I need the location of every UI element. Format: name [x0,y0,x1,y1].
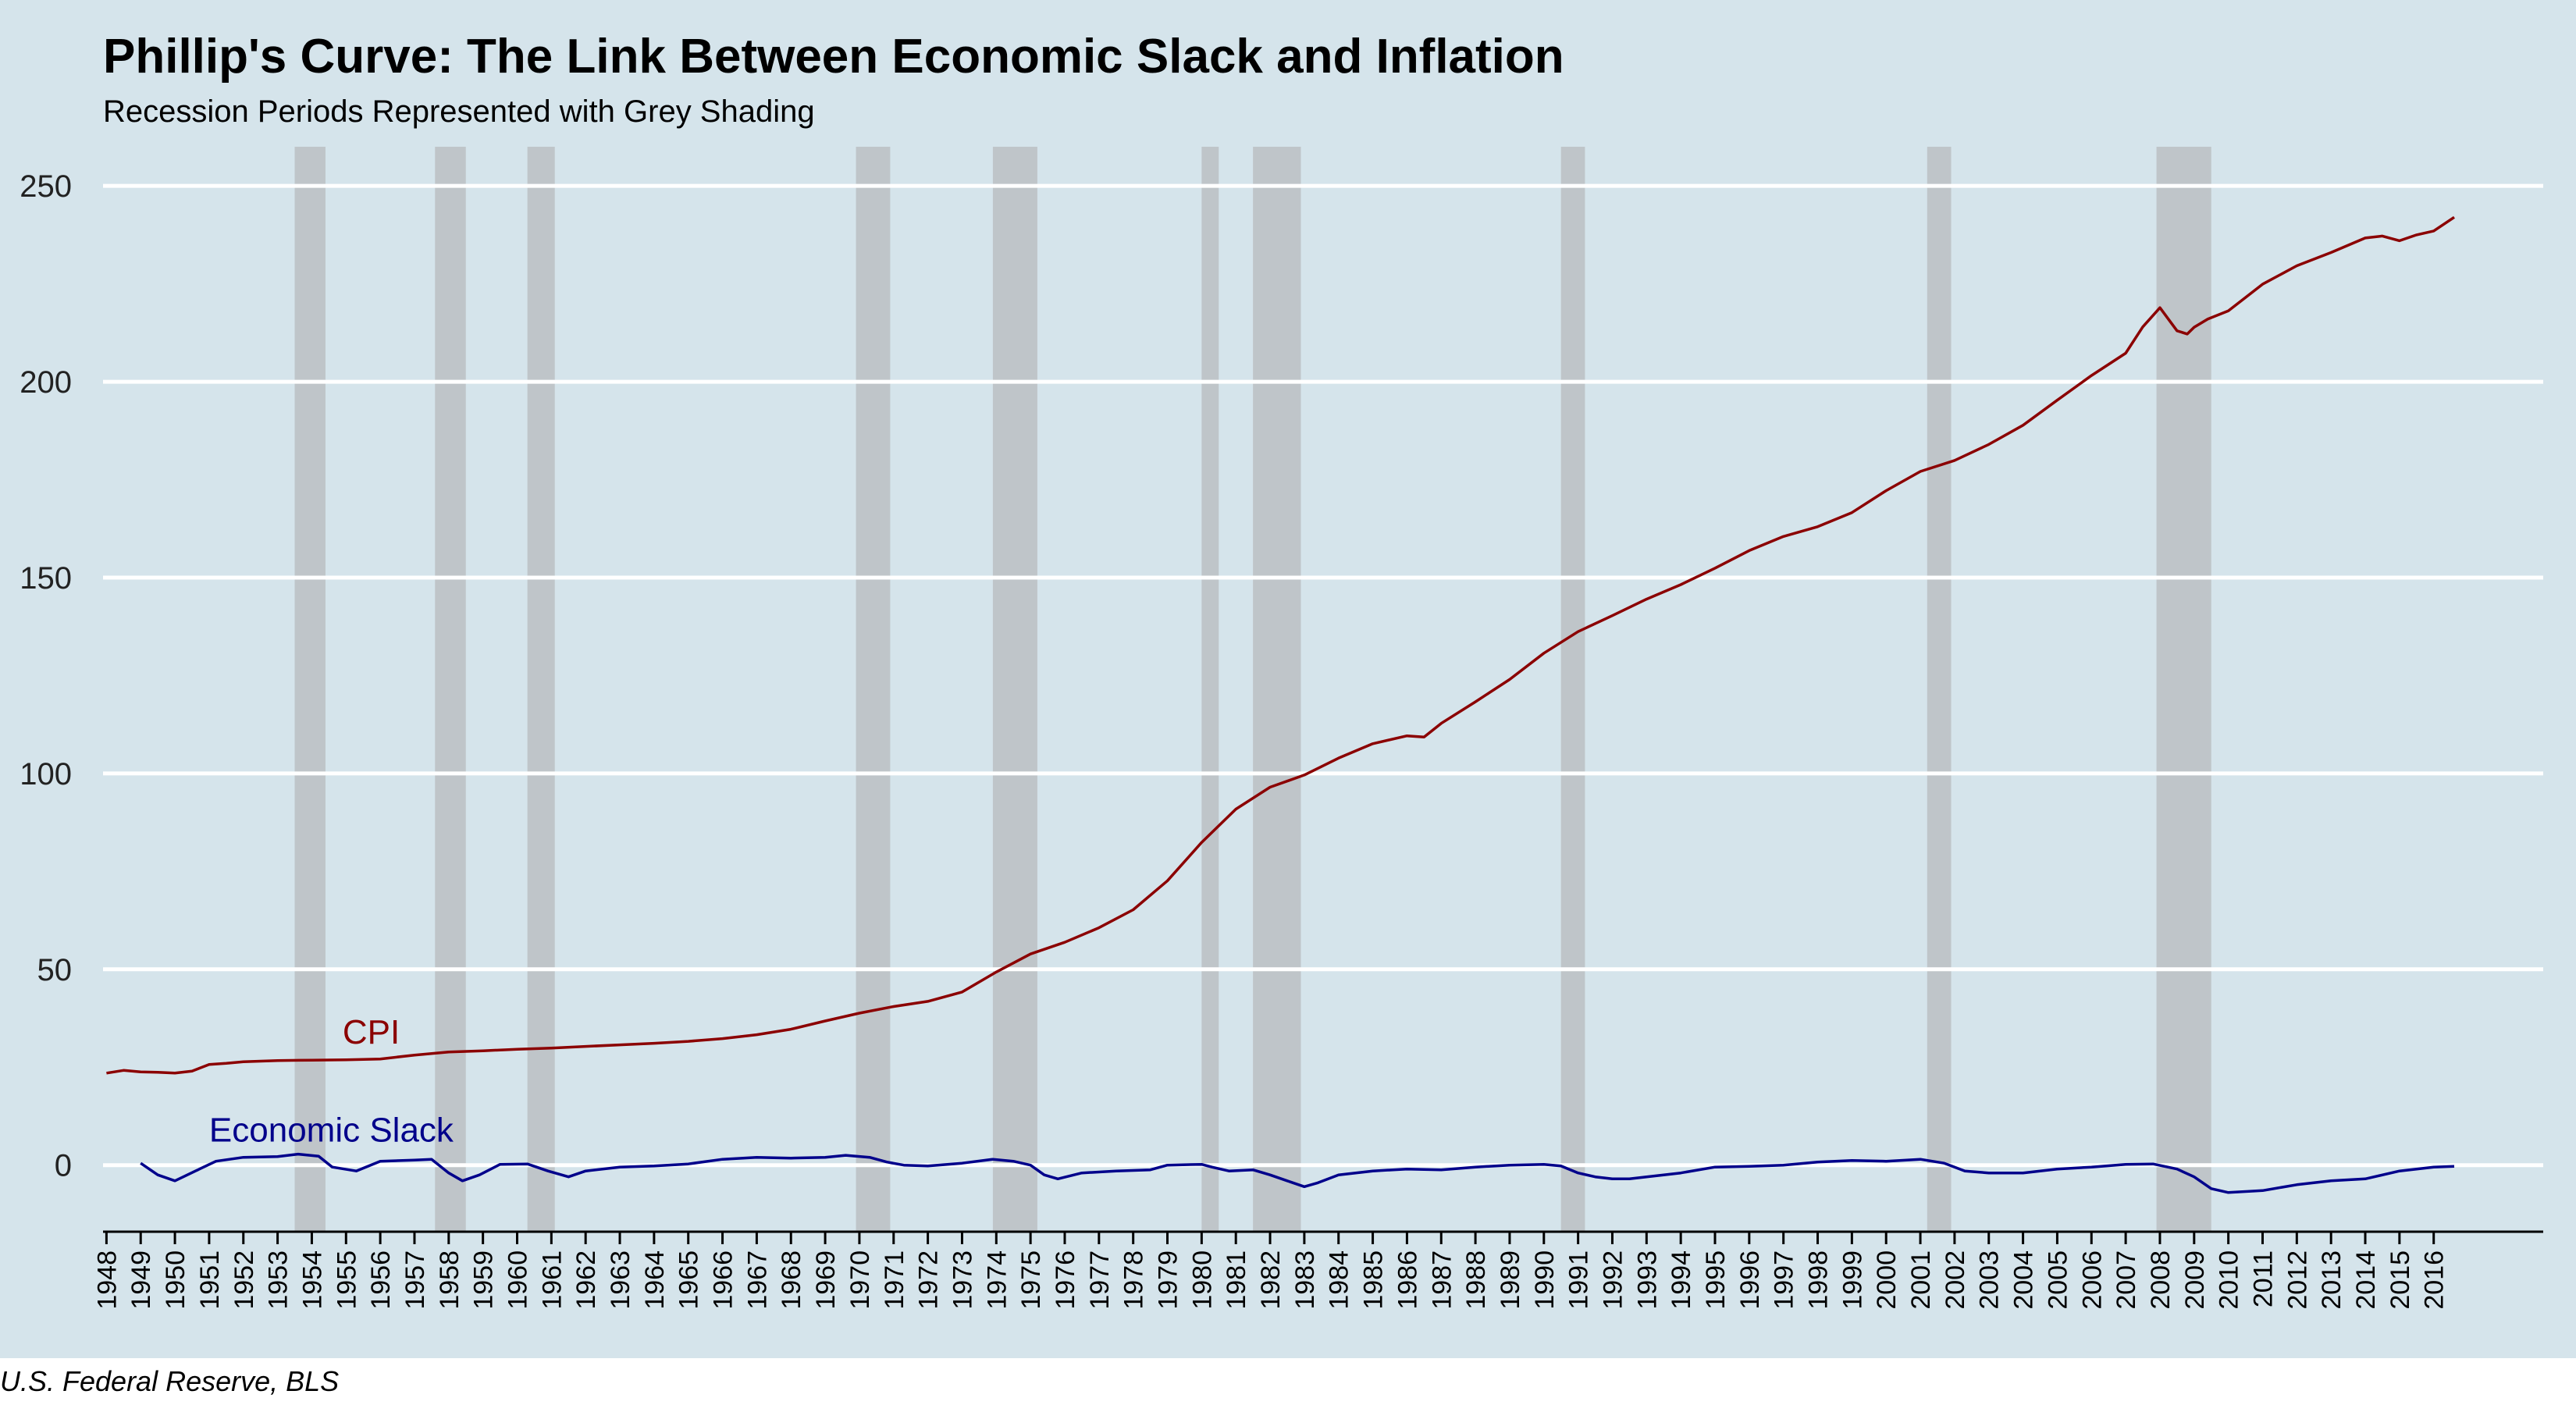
x-tick-label: 2014 [2351,1250,2381,1310]
x-tick-label: 1971 [880,1250,909,1310]
x-tick-label: 1963 [606,1250,635,1310]
x-tick-label: 2008 [2146,1250,2176,1310]
x-tick-label: 2012 [2282,1250,2312,1310]
x-tick-label: 2015 [2386,1250,2415,1310]
x-tick-label: 1987 [1427,1250,1457,1310]
x-tick-label: 1972 [914,1250,944,1310]
x-tick-label: 1975 [1016,1250,1046,1310]
x-tick-label: 1961 [537,1250,567,1310]
x-tick-label: 1955 [332,1250,361,1310]
y-tick-label: 250 [20,169,72,204]
series-line [140,1152,2455,1194]
x-tick-label: 1978 [1119,1250,1149,1310]
x-tick-label: 1950 [161,1250,190,1310]
x-tick-label: 1982 [1256,1250,1286,1310]
x-tick-label: 1997 [1770,1250,1799,1310]
x-tick-label: 1989 [1496,1250,1525,1310]
x-tick-label: 1968 [777,1250,806,1310]
x-tick-label: 2005 [2043,1250,2073,1310]
x-tick-label: 2006 [2077,1250,2107,1310]
x-tick-label: 1991 [1564,1250,1594,1310]
recession-band [1201,147,1219,1232]
x-tick-label: 2011 [2248,1250,2278,1307]
x-tick-labels: 1948 1949 1950 1951 1952 1953 1954 1955 1956 1957… [92,1250,2449,1310]
recession-band [294,147,326,1232]
x-tick-label: 1951 [195,1250,225,1310]
x-tick-label: 1967 [742,1250,772,1310]
y-tick-label: 150 [20,561,72,596]
recession-band [527,147,555,1232]
x-tick-label: 1959 [469,1250,499,1310]
x-tick-label: 2016 [2420,1250,2450,1310]
x-tick-label: 1995 [1701,1250,1731,1310]
y-tick-label: 50 [37,953,73,987]
source-caption: U.S. Federal Reserve, BLS [0,1365,339,1397]
series-line [106,215,2455,1075]
x-tick-label: 2010 [2215,1250,2244,1310]
x-tick-label: 1970 [845,1250,875,1310]
x-tick-label: 2003 [1975,1250,2005,1310]
x-tick-label: 1986 [1393,1250,1422,1310]
x-tick-label: 1988 [1461,1250,1491,1310]
x-tick-label: 1953 [264,1250,294,1310]
x-tick-label: 1966 [709,1250,738,1310]
x-tick-label: 1957 [400,1250,430,1310]
series-lines [106,215,2455,1194]
x-tick-label: 1980 [1187,1250,1217,1310]
series-labels: CPI Economic Slack [209,1013,454,1149]
x-tick-label: 1956 [366,1250,396,1310]
x-tick-label: 2004 [2009,1250,2039,1310]
y-tick-label: 100 [20,757,72,791]
x-tick-label: 1969 [811,1250,841,1310]
y-tick-label: 200 [20,365,72,400]
x-tick-label: 1965 [674,1250,704,1310]
x-tick-label: 1949 [126,1250,156,1310]
x-tick-label: 1964 [640,1250,670,1310]
x-tick-label: 1958 [435,1250,464,1310]
x-tick-label: 2001 [1906,1250,1936,1310]
recession-shading [294,147,2211,1232]
recession-band [1927,147,1952,1232]
recession-band [435,147,466,1232]
recession-band [1253,147,1301,1232]
x-tick-label: 1993 [1632,1250,1662,1310]
x-tick-label: 1948 [92,1250,122,1310]
x-tick-label: 1974 [982,1250,1012,1310]
x-tick-label: 1981 [1222,1250,1251,1310]
x-tick-label: 1999 [1838,1250,1867,1310]
x-tick-label: 1952 [229,1250,259,1310]
y-tick-labels: 0 50 100 150 200 250 [20,169,72,1183]
x-tick-label: 1985 [1359,1250,1389,1310]
x-tick-label: 1960 [503,1250,532,1310]
x-tick-label: 1996 [1735,1250,1765,1310]
x-tick-label: 1990 [1530,1250,1560,1310]
x-tick-label: 1954 [297,1250,327,1310]
x-tick-label: 1976 [1051,1250,1080,1310]
recession-band [2156,147,2211,1232]
x-tick-label: 2009 [2180,1250,2210,1310]
recession-band [992,147,1037,1232]
y-tick-label: 0 [55,1149,72,1183]
x-tick-label: 1962 [571,1250,601,1310]
x-tick-label: 1984 [1325,1250,1354,1310]
series-label: Economic Slack [209,1112,454,1150]
x-tick-label: 2000 [1872,1250,1902,1310]
chart-subtitle: Recession Periods Represented with Grey … [103,94,815,129]
x-tick-label: 2013 [2317,1250,2347,1310]
chart-title: Phillip's Curve: The Link Between Econom… [103,30,1564,84]
x-tick-label: 1994 [1667,1250,1696,1310]
x-tick-label: 1979 [1154,1250,1183,1310]
x-tick-label: 2007 [2112,1250,2141,1310]
x-tick-label: 1998 [1804,1250,1834,1310]
series-label: CPI [343,1013,400,1051]
recession-band [1560,147,1585,1232]
x-tick-label: 1992 [1598,1250,1628,1310]
x-tick-label: 1983 [1290,1250,1320,1310]
recession-band [856,147,891,1232]
x-tick-label: 1977 [1085,1250,1115,1310]
x-tick-label: 1973 [948,1250,977,1310]
x-tick-label: 2002 [1941,1250,1970,1310]
x-axis [103,1230,2543,1244]
